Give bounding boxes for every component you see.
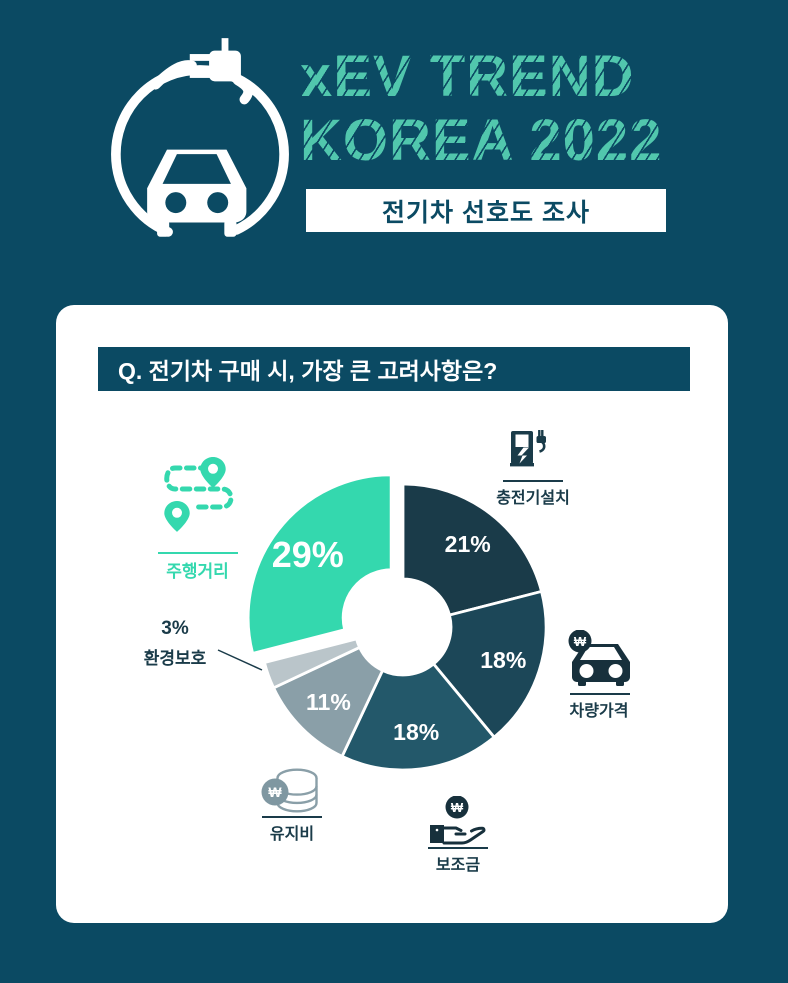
svg-text:₩: ₩ (574, 634, 587, 649)
svg-text:₩: ₩ (268, 784, 282, 800)
svg-text:₩: ₩ (451, 800, 464, 815)
